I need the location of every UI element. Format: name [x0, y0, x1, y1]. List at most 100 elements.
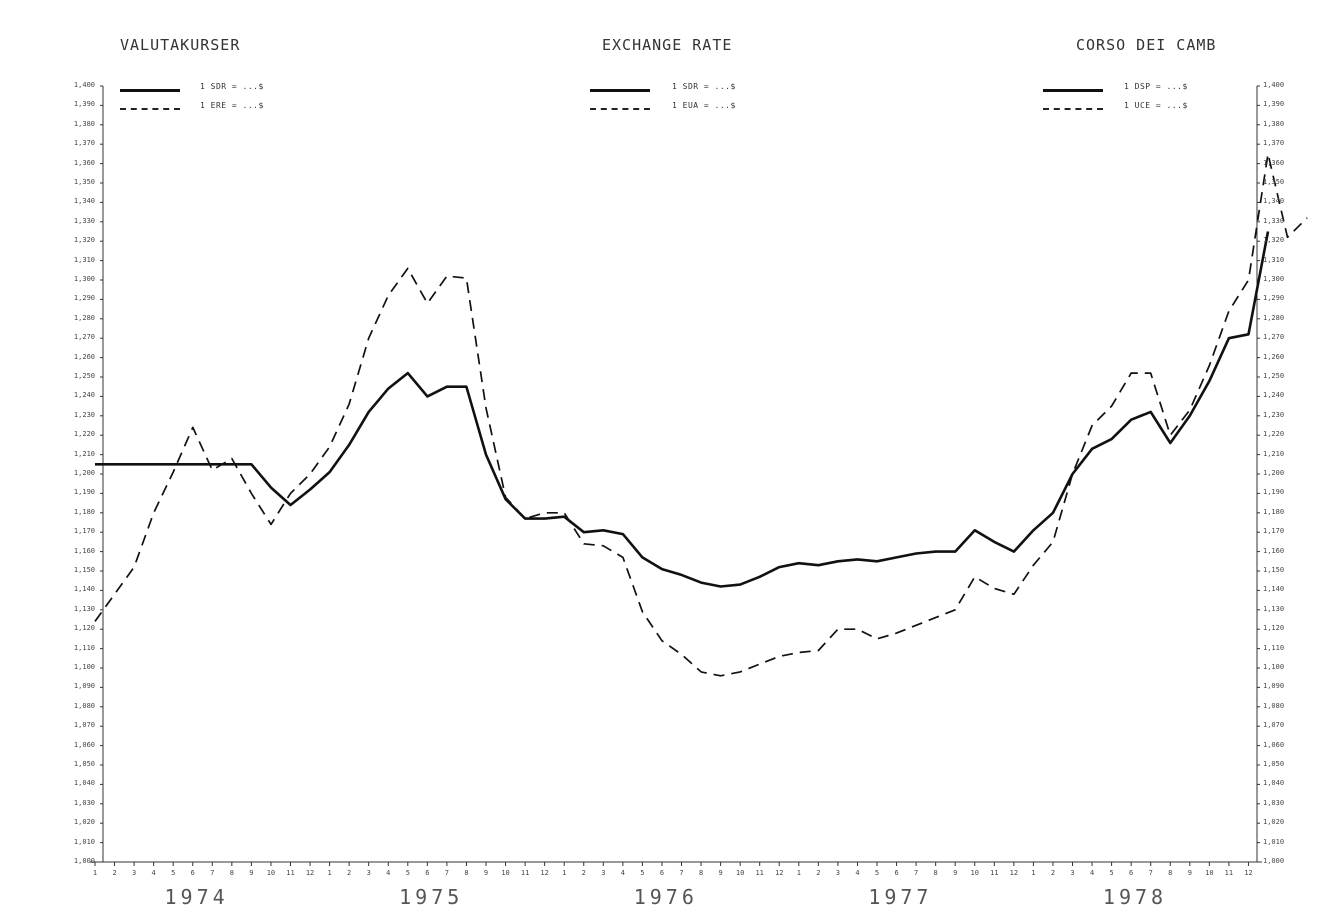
- y-tick-label-right: 1,220: [1263, 430, 1285, 439]
- x-tick-label: 7: [679, 869, 684, 877]
- chart-title-center: EXCHANGE RATE: [602, 36, 733, 54]
- x-tick-label: 5: [640, 869, 645, 877]
- x-tick-label: 11: [1224, 869, 1234, 877]
- y-tick-label-right: 1,080: [1263, 701, 1285, 710]
- y-tick-label-right: 1,010: [1263, 837, 1285, 846]
- year-label: 1978: [1102, 885, 1168, 909]
- y-tick-label-left: 1,100: [73, 663, 95, 671]
- y-tick-label-right: 1,300: [1263, 275, 1285, 283]
- x-tick-label: 12: [1244, 869, 1253, 877]
- y-tick-label-left: 1,270: [73, 333, 95, 342]
- x-tick-label: 4: [620, 869, 625, 877]
- y-tick-label-left: 1,310: [73, 255, 95, 264]
- y-tick-label-right: 1,340: [1263, 197, 1285, 206]
- x-tick-label: 8: [229, 869, 234, 877]
- y-tick-label-left: 1,240: [73, 391, 95, 400]
- year-label: 1976: [633, 885, 698, 909]
- x-tick-label: 8: [1168, 869, 1173, 877]
- y-tick-label-right: 1,040: [1263, 779, 1285, 788]
- y-tick-label-right: 1,160: [1263, 546, 1285, 555]
- legend-dashed-swatch: [590, 108, 650, 110]
- x-tick-label: 10: [501, 869, 510, 877]
- x-tick-label: 7: [913, 869, 919, 877]
- y-tick-label-right: 1,110: [1263, 643, 1285, 652]
- legend-solid-swatch: [120, 89, 180, 92]
- y-tick-label-right: 1,370: [1263, 139, 1285, 148]
- x-tick-label: 9: [953, 869, 958, 877]
- y-tick-label-left: 1,180: [73, 507, 95, 516]
- x-tick-label: 1: [1031, 869, 1036, 877]
- x-tick-label: 3: [1070, 869, 1075, 877]
- y-tick-label-right: 1,140: [1263, 585, 1285, 594]
- y-tick-label-right: 1,200: [1263, 469, 1285, 477]
- y-tick-label-right: 1,190: [1263, 488, 1285, 497]
- y-tick-label-left: 1,110: [73, 643, 95, 652]
- legend-solid-label: 1 SDR = ...$: [672, 82, 736, 91]
- x-tick-label: 9: [718, 869, 723, 877]
- year-label: 1974: [164, 885, 229, 909]
- y-tick-label-left: 1,070: [73, 721, 95, 730]
- y-tick-label-right: 1,320: [1263, 236, 1285, 245]
- legend-solid-swatch: [1043, 89, 1103, 92]
- y-tick-label-left: 1,210: [73, 449, 95, 458]
- y-tick-label-right: 1,030: [1263, 798, 1285, 807]
- x-tick-label: 12: [540, 869, 549, 877]
- x-tick-label: 11: [755, 869, 764, 877]
- x-tick-label: 5: [1109, 869, 1114, 877]
- y-tick-label-right: 1,380: [1263, 119, 1285, 128]
- y-tick-label-left: 1,150: [73, 566, 95, 574]
- y-tick-label-right: 1,050: [1263, 760, 1285, 768]
- y-tick-label-right: 1,020: [1263, 818, 1285, 827]
- x-tick-label: 10: [1205, 869, 1214, 877]
- y-tick-label-left: 1,340: [73, 197, 95, 206]
- y-tick-label-right: 1,150: [1263, 566, 1285, 574]
- y-tick-label-left: 1,250: [73, 372, 95, 380]
- y-tick-label-right: 1,130: [1263, 604, 1285, 613]
- y-tick-label-left: 1,220: [73, 430, 95, 439]
- y-tick-label-right: 1,290: [1263, 294, 1285, 303]
- y-tick-label-right: 1,350: [1263, 178, 1285, 186]
- x-tick-label: 2: [1050, 869, 1056, 877]
- x-tick-label: 10: [735, 869, 745, 877]
- y-tick-label-left: 1,370: [73, 139, 95, 148]
- x-tick-label: 6: [425, 869, 430, 877]
- legend-dashed-label: 1 ERE = ...$: [200, 101, 264, 110]
- x-tick-label: 5: [171, 869, 176, 877]
- y-tick-label-right: 1,170: [1263, 527, 1285, 536]
- x-tick-label: 11: [286, 869, 295, 877]
- x-tick-label: 8: [464, 869, 469, 877]
- x-tick-label: 12: [775, 869, 784, 877]
- y-tick-label-left: 1,280: [73, 313, 95, 322]
- y-tick-label-left: 1,140: [73, 585, 95, 594]
- x-tick-label: 12: [305, 869, 315, 877]
- y-tick-label-left: 1,260: [73, 352, 95, 361]
- y-tick-label-left: 1,320: [73, 236, 95, 245]
- x-tick-label: 6: [190, 869, 195, 877]
- x-tick-label: 8: [933, 869, 938, 877]
- x-tick-label: 4: [386, 869, 391, 877]
- y-tick-label-left: 1,190: [73, 488, 95, 497]
- x-tick-label: 1: [327, 869, 332, 877]
- y-tick-label-left: 1,010: [73, 837, 95, 846]
- y-tick-label-right: 1,100: [1263, 663, 1285, 671]
- x-tick-label: 9: [1187, 869, 1192, 877]
- x-tick-label: 4: [1089, 869, 1095, 877]
- legend-solid-swatch: [590, 89, 650, 92]
- y-tick-label-right: 1,250: [1263, 372, 1285, 380]
- x-tick-label: 2: [816, 869, 821, 877]
- y-tick-label-left: 1,360: [73, 158, 95, 167]
- y-tick-label-right: 1,270: [1263, 333, 1285, 342]
- x-tick-label: 9: [483, 869, 489, 877]
- y-tick-label-left: 1,330: [73, 216, 95, 225]
- y-tick-label-left: 1,050: [73, 760, 95, 768]
- series-line-ere: [94, 153, 1308, 677]
- y-tick-label-left: 1,400: [73, 81, 95, 89]
- y-tick-label-right: 1,060: [1263, 740, 1285, 749]
- y-tick-label-left: 1,040: [73, 779, 95, 788]
- y-tick-label-right: 1,310: [1263, 255, 1285, 264]
- x-tick-label: 7: [210, 869, 215, 877]
- x-tick-label: 3: [366, 869, 371, 877]
- x-tick-label: 1: [796, 869, 801, 877]
- x-tick-label: 7: [444, 869, 449, 877]
- y-tick-label-right: 1,280: [1263, 313, 1285, 322]
